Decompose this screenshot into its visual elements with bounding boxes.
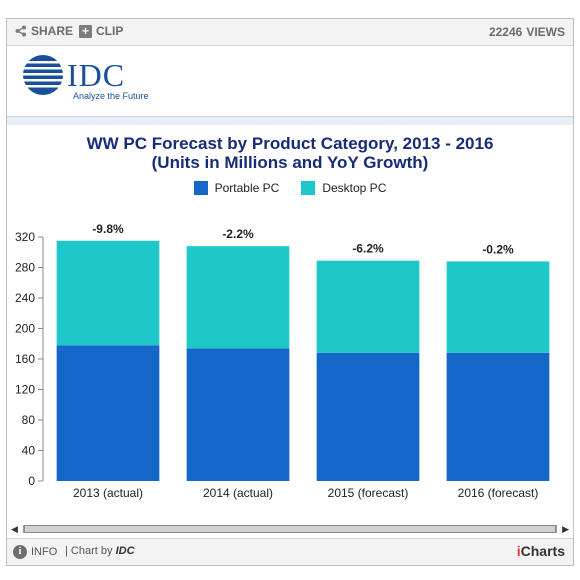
- chart-title: WW PC Forecast by Product Category, 2013…: [86, 134, 494, 153]
- bar-desktop: [446, 261, 550, 353]
- info-icon: i: [13, 545, 27, 559]
- icharts-logo-rest: Charts: [520, 543, 565, 559]
- views-label: VIEWS: [526, 25, 565, 39]
- growth-label: -6.2%: [352, 242, 384, 256]
- clip-label: CLIP: [96, 24, 124, 38]
- icharts-logo[interactable]: iCharts: [517, 543, 565, 559]
- bar-portable: [316, 352, 420, 481]
- icharts-logo-i: i: [516, 543, 521, 559]
- views-counter: 22246 VIEWS: [489, 25, 565, 39]
- x-tick-label: 2013 (actual): [73, 486, 143, 500]
- y-tick-label: 280: [15, 261, 35, 275]
- brand-logo-text: IDC: [67, 57, 126, 93]
- legend-swatch-portable: [193, 181, 208, 195]
- legend-label-portable: Portable PC: [214, 181, 280, 195]
- views-count: 22246: [488, 25, 523, 39]
- clip-button[interactable]: + CLIP: [79, 24, 123, 38]
- y-tick-label: 0: [28, 474, 35, 488]
- scroll-left-arrow-icon[interactable]: ◀: [11, 524, 18, 534]
- growth-label: -0.2%: [482, 242, 514, 256]
- brand-header: [7, 46, 573, 116]
- growth-label: -9.8%: [92, 222, 124, 236]
- scrollbar-thumb[interactable]: [24, 525, 556, 533]
- bar-portable: [446, 352, 550, 481]
- legend-item-desktop[interactable]: Desktop PC: [301, 181, 386, 195]
- chart-legend: Portable PC Desktop PC: [7, 181, 573, 195]
- x-tick-label: 2014 (actual): [203, 486, 273, 500]
- y-tick-label: 80: [22, 413, 36, 427]
- y-tick-label: 320: [15, 230, 35, 244]
- y-tick-label: 240: [15, 291, 35, 305]
- chart-widget: SHARE + CLIP 22246 VIEWS IDC Analyze the…: [6, 18, 574, 566]
- scroll-right-arrow-icon[interactable]: ▶: [562, 524, 569, 534]
- bar-portable: [186, 348, 290, 481]
- share-button[interactable]: SHARE: [15, 24, 73, 38]
- plus-icon: +: [79, 24, 92, 38]
- legend-swatch-desktop: [301, 181, 316, 195]
- bar-desktop: [186, 246, 290, 349]
- chart-subtitle: (Units in Millions and YoY Growth): [151, 153, 429, 172]
- chart-plot: 0 40 80 120 160 200 240 280 320 -9.8% 2013 (actual…: [15, 222, 550, 500]
- chart-credit-prefix: | Chart by: [65, 545, 113, 557]
- y-tick-label: 200: [15, 322, 35, 336]
- widget-toolbar: SHARE + CLIP 22246 VIEWS: [7, 19, 573, 46]
- share-icon: [15, 25, 26, 37]
- x-tick-label: 2015 (forecast): [328, 486, 409, 500]
- info-button[interactable]: i INFO: [13, 545, 57, 559]
- info-label: INFO: [31, 546, 58, 558]
- bar-desktop: [56, 240, 160, 346]
- globe-icon: [23, 55, 63, 95]
- x-tick-label: 2016 (forecast): [458, 486, 539, 500]
- brand-tagline: Analyze the Future: [73, 91, 149, 101]
- horizontal-scrollbar[interactable]: ◀ ▶: [11, 522, 569, 536]
- y-tick-label: 160: [15, 352, 35, 366]
- legend-label-desktop: Desktop PC: [322, 181, 387, 195]
- bar-portable: [56, 345, 160, 481]
- share-label: SHARE: [31, 24, 74, 38]
- chart-credit: | Chart by IDC: [65, 545, 135, 557]
- bar-desktop: [316, 260, 420, 353]
- header-divider: [7, 116, 573, 125]
- y-tick-label: 40: [22, 444, 36, 458]
- chart-credit-name[interactable]: IDC: [115, 545, 135, 557]
- widget-footer: i INFO | Chart by IDC iCharts: [7, 538, 573, 565]
- y-tick-label: 120: [15, 383, 35, 397]
- legend-item-portable[interactable]: Portable PC: [193, 181, 280, 195]
- growth-label: -2.2%: [222, 227, 254, 241]
